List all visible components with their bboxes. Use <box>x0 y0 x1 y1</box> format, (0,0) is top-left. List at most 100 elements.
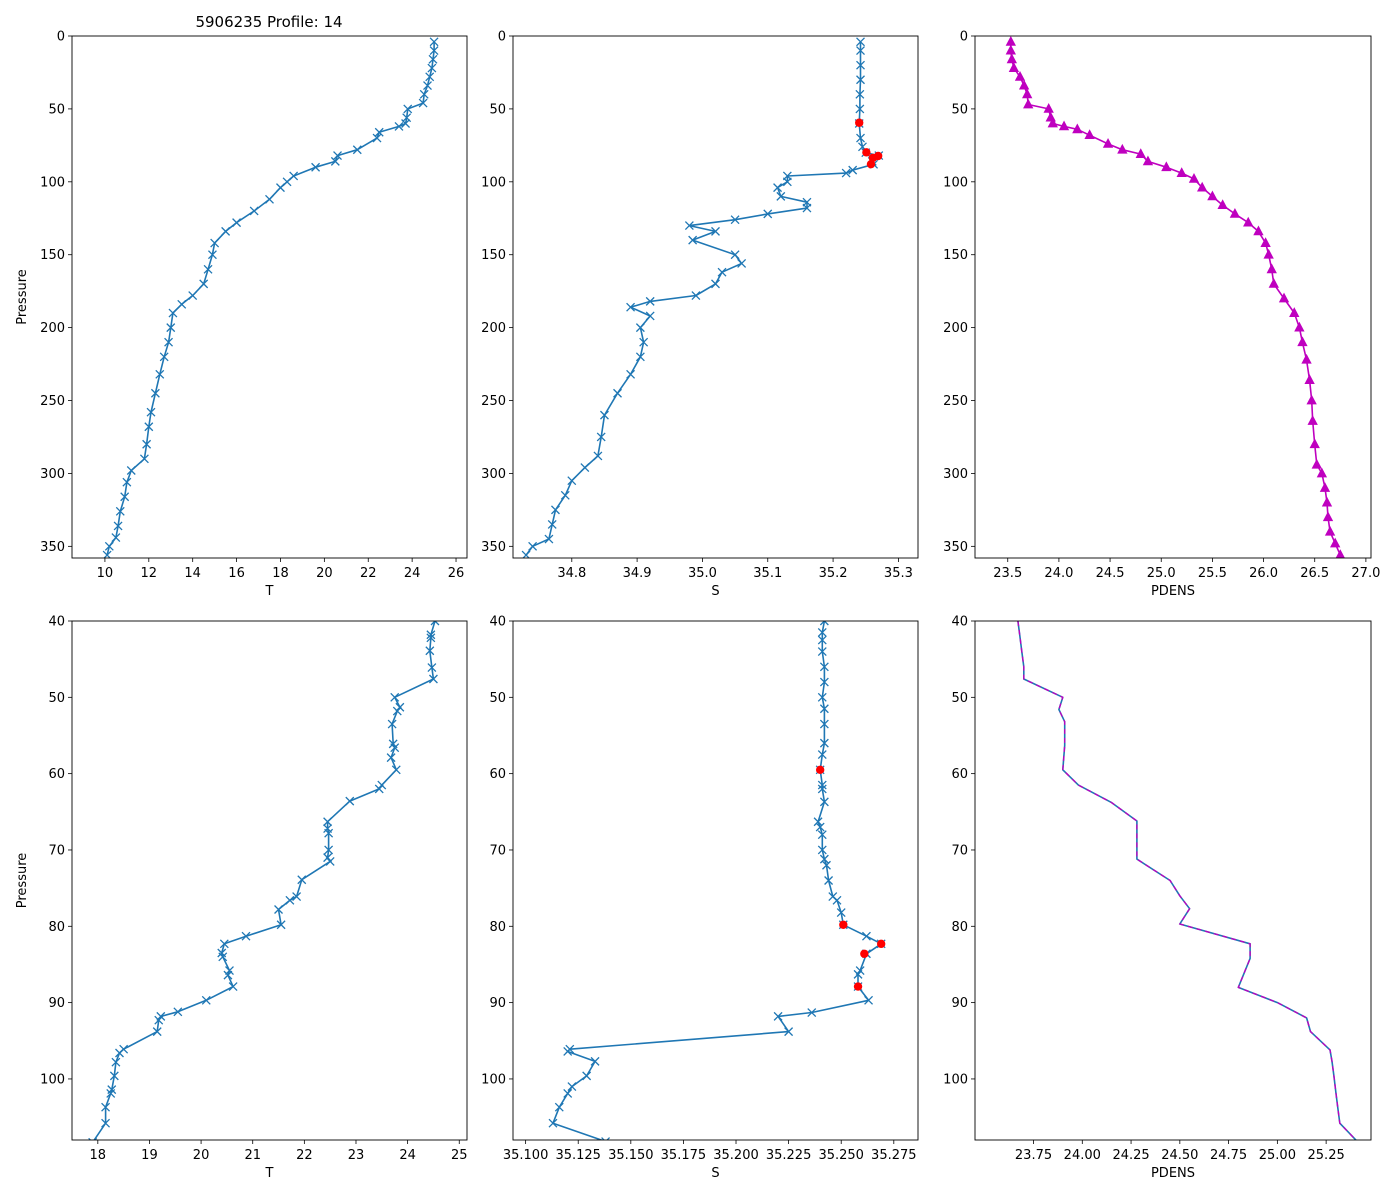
x-tick-label: 35.3 <box>884 566 913 581</box>
data-point <box>221 226 231 236</box>
axes-frame <box>71 620 468 1141</box>
data-point <box>372 133 382 143</box>
data-point <box>819 704 829 714</box>
data-point <box>1005 36 1016 46</box>
x-tick-label: 25.5 <box>1198 566 1227 581</box>
y-tick-label: 200 <box>943 321 968 336</box>
x-tick-label: 25.00 <box>1259 1148 1296 1163</box>
x-tick-label: 19 <box>141 1148 158 1163</box>
flagged-point <box>815 765 825 775</box>
y-tick-label: 80 <box>951 920 968 935</box>
x-tick-label: 24.5 <box>1096 566 1125 581</box>
data-point <box>120 492 130 502</box>
data-point <box>684 221 694 231</box>
data-point <box>560 490 570 500</box>
data-point <box>567 476 577 486</box>
data-point <box>177 299 187 309</box>
data-point <box>159 352 169 362</box>
data-point <box>1229 208 1241 218</box>
subplot-top-salinity: 34.8 34.9 35.0 35.1 35.2 35.3 0 50 100 150 200 250 3… <box>481 30 919 599</box>
data-point <box>323 817 333 827</box>
x-tick-label: 18 <box>272 566 289 581</box>
subplot-bottom-density: 23.75 24.00 24.25 24.50 24.75 25.00 25.25 40 50 6… <box>943 615 1372 1181</box>
data-point <box>111 533 121 543</box>
data-point <box>864 995 874 1005</box>
subplot-top-temperature: 10 12 14 16 18 20 22 24 26 0 50 100 150 200 250 300 350 T… <box>15 30 468 599</box>
x-tick-label: 24 <box>404 566 421 581</box>
data-point <box>395 702 405 712</box>
data-point <box>1311 458 1322 469</box>
data-point <box>593 451 603 461</box>
data-point <box>1243 216 1254 227</box>
x-tick-label: 22 <box>296 1148 313 1163</box>
plot-area <box>1005 36 1345 558</box>
data-point <box>374 127 384 137</box>
data-point <box>199 279 209 289</box>
data-point <box>645 311 655 321</box>
data-point <box>601 1137 611 1140</box>
data-point <box>377 780 387 790</box>
data-point <box>155 369 165 379</box>
x-tick-label: 25 <box>451 1148 468 1163</box>
data-point <box>150 388 160 398</box>
data-point <box>819 621 829 626</box>
data-point <box>563 1088 573 1098</box>
axes-frame <box>71 35 468 559</box>
data-point <box>613 388 622 398</box>
data-point <box>330 156 340 166</box>
x-tick-label: 26 <box>448 566 465 581</box>
data-point <box>817 830 827 840</box>
data-point <box>1263 248 1274 259</box>
data-point <box>599 410 609 420</box>
data-point <box>817 780 827 790</box>
data-point <box>645 296 655 306</box>
data-point <box>390 743 400 753</box>
data-point <box>1005 44 1016 55</box>
data-point <box>554 1102 564 1112</box>
data-point <box>567 1082 577 1092</box>
data-point <box>819 677 829 687</box>
data-point <box>345 796 355 806</box>
data-point <box>297 875 307 885</box>
x-tick-label: 25.25 <box>1308 1148 1345 1163</box>
x-tick-label: 27.0 <box>1351 566 1380 581</box>
data-point <box>1084 129 1095 140</box>
y-tick-label: 80 <box>48 920 65 935</box>
data-point <box>841 168 851 178</box>
y-tick-label: 100 <box>943 175 968 190</box>
data-point <box>276 183 285 193</box>
data-point <box>547 520 557 529</box>
data-point <box>1268 278 1279 288</box>
data-point <box>109 1071 119 1081</box>
data-point <box>807 1008 817 1017</box>
data-point <box>580 463 590 473</box>
data-point <box>188 291 198 301</box>
x-tick-label: 24 <box>399 1148 416 1163</box>
data-point <box>428 54 438 64</box>
flagged-point <box>839 920 848 929</box>
data-point <box>1176 167 1187 177</box>
x-tick-label: 18 <box>90 1148 107 1163</box>
data-point <box>822 860 831 870</box>
y-tick-label: 90 <box>489 996 506 1011</box>
data-point <box>274 905 283 914</box>
data-point <box>528 541 538 551</box>
data-point <box>419 89 429 99</box>
data-point <box>635 352 645 362</box>
data-point <box>210 238 220 248</box>
x-tick-label: 35.275 <box>871 1148 917 1163</box>
y-tick-label: 40 <box>489 615 506 630</box>
data-point <box>324 828 334 838</box>
data-point <box>856 46 865 56</box>
y-axis-label: Pressure <box>15 853 30 909</box>
data-point <box>856 37 865 47</box>
x-tick-label: 20 <box>193 1148 210 1163</box>
x-tick-label: 34.8 <box>557 566 586 581</box>
y-tick-label: 300 <box>943 467 968 482</box>
y-tick-label: 60 <box>489 767 506 782</box>
flagged-point <box>876 939 886 949</box>
data-point <box>817 647 827 656</box>
data-point <box>1058 120 1070 131</box>
data-point <box>122 477 132 487</box>
data-point <box>817 635 827 645</box>
